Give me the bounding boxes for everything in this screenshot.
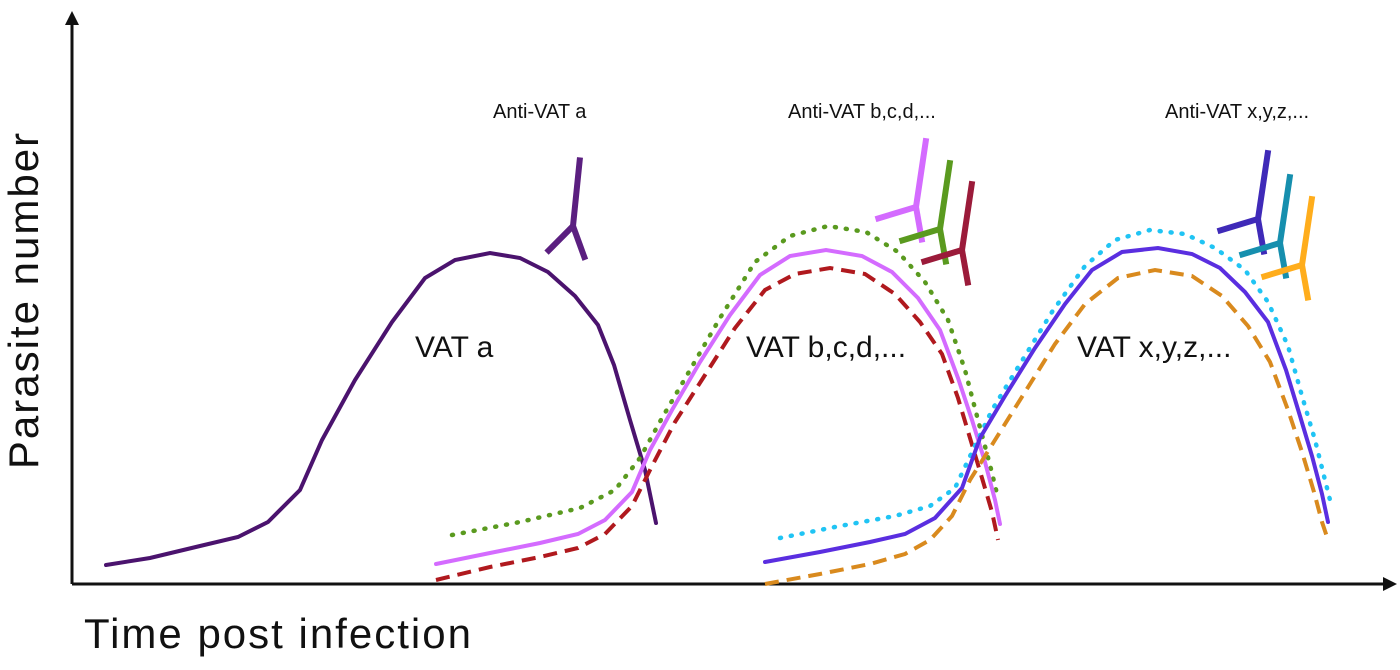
vat-xyz-label: VAT x,y,z,...: [1077, 331, 1231, 364]
vat-bcd-solid-curve: [434, 247, 1002, 566]
anti-vat-d-antibody: [920, 180, 976, 286]
x-axis-label: Time post infection: [84, 610, 473, 657]
anti-vat-xyz-label: Anti-VAT x,y,z,...: [1165, 101, 1309, 123]
vat-xyz-dotted-curve: [777, 227, 1333, 541]
vat-xyz-dashed-curve: [764, 267, 1330, 586]
anti-vat-a-label: Anti-VAT a: [493, 101, 587, 123]
anti-vat-bcd-label: Anti-VAT b,c,d,...: [788, 101, 936, 123]
y-axis-label: Parasite number: [0, 131, 47, 469]
anti-vat-a-antibody: [544, 157, 589, 261]
vat-bcd-dotted-curve: [449, 223, 1001, 538]
anti-vat-z-antibody: [1260, 195, 1316, 301]
wave-vat-a: VAT a Anti-VAT a: [104, 101, 658, 567]
vat-a-curve: [104, 250, 658, 567]
anti-vat-c-antibody: [898, 159, 954, 265]
wave-vat-bcd: VAT b,c,d,... Anti-VAT b,c,d,...: [434, 101, 1002, 582]
vat-bcd-dashed-curve: [435, 265, 1000, 582]
vat-xyz-solid-curve: [763, 245, 1330, 564]
vat-bcd-label: VAT b,c,d,...: [746, 331, 906, 364]
vat-a-label: VAT a: [415, 331, 494, 364]
wave-vat-xyz: VAT x,y,z,... Anti-VAT x,y,z,...: [763, 101, 1333, 586]
